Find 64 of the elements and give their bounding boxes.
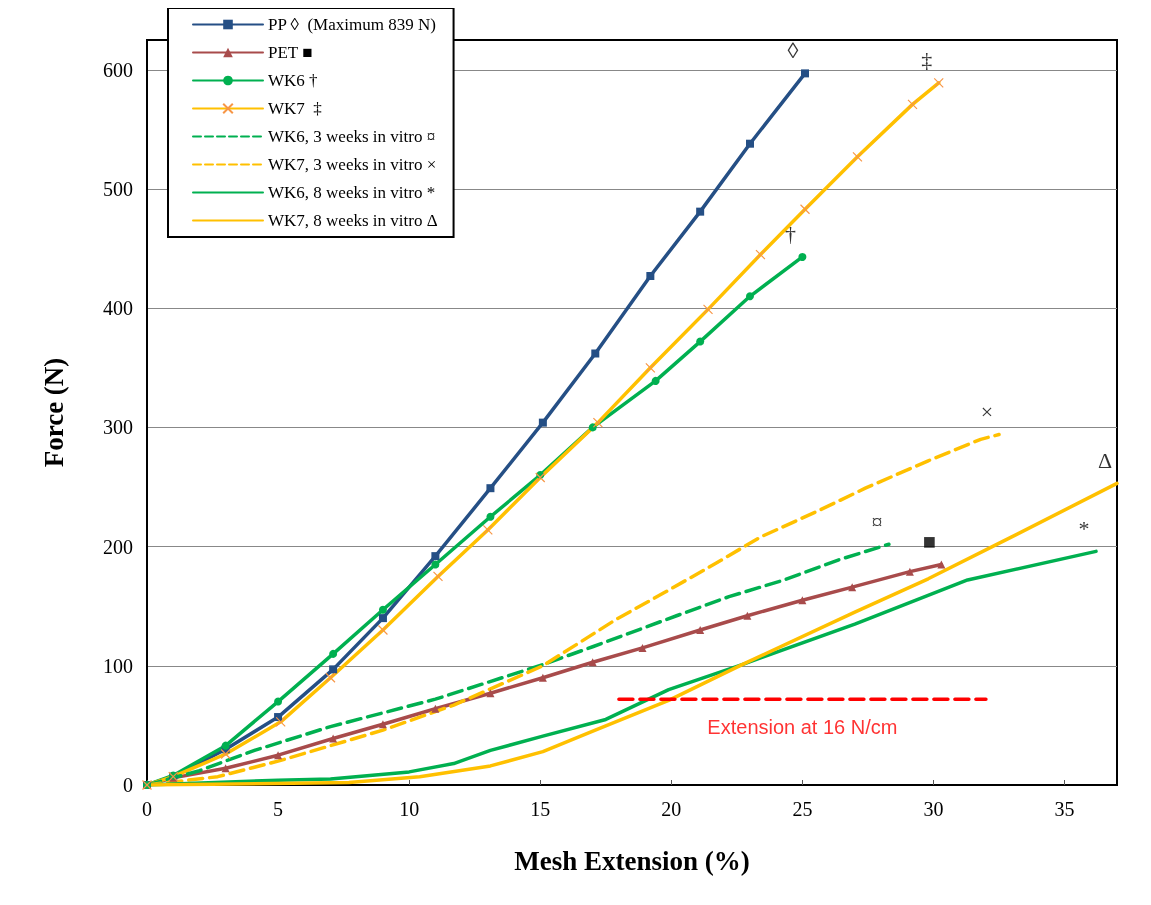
annotation: ¤ (871, 508, 883, 534)
y-tick-label: 500 (103, 178, 133, 200)
point (798, 596, 807, 605)
point (696, 207, 705, 216)
point (801, 69, 810, 78)
legend-label: WK7, 3 weeks in vitro × (268, 155, 437, 174)
y-tick-label: 0 (123, 774, 133, 796)
point (798, 252, 807, 261)
point (646, 272, 655, 281)
point (905, 567, 914, 576)
point (743, 611, 752, 620)
y-tick-label: 600 (103, 58, 133, 81)
legend-label: WK6, 8 weeks in vitro * (268, 183, 436, 202)
point (591, 349, 600, 358)
y-tick-label: 200 (103, 535, 133, 558)
point (486, 689, 495, 698)
legend-label: WK7 ‡ (268, 99, 322, 118)
point (274, 751, 283, 760)
annotation: Δ (1097, 447, 1113, 473)
x-tick-label: 0 (142, 798, 152, 820)
y-tick-label: 400 (103, 297, 133, 320)
x-tick-label: 30 (923, 798, 944, 820)
point (378, 720, 387, 729)
annotation: ◊ (787, 37, 799, 63)
point (651, 376, 660, 385)
annotation: ‡ (921, 47, 933, 73)
legend-label: PP ◊ (Maximum 839 N) (268, 15, 436, 34)
x-axis-title: Mesh Extension (%) (514, 845, 750, 876)
point (329, 649, 338, 658)
legend-label: WK7, 8 weeks in vitro Δ (268, 211, 438, 230)
point (431, 704, 440, 713)
point (696, 626, 705, 635)
point (329, 734, 338, 743)
y-tick-label: 300 (103, 416, 133, 439)
x-tick-label: 15 (530, 798, 551, 820)
point (431, 560, 440, 569)
point (538, 673, 547, 682)
point (486, 512, 495, 521)
legend-label: WK6, 3 weeks in vitro ¤ (268, 127, 436, 146)
annotation: Extension at 16 N/cm (707, 716, 898, 739)
annotation: † (784, 221, 796, 247)
x-tick-label: 25 (792, 798, 813, 820)
y-tick-label: 100 (103, 654, 133, 677)
annotation: * (1078, 515, 1090, 541)
point (329, 665, 338, 674)
annotation: × (980, 399, 994, 425)
y-axis-title: Force (N) (38, 357, 69, 468)
point (274, 697, 283, 706)
point (696, 337, 705, 346)
point (431, 552, 440, 561)
x-tick-label: 5 (273, 798, 284, 820)
point (486, 484, 495, 493)
legend-label: PET ■ (268, 43, 313, 62)
x-tick-label: 10 (399, 798, 420, 820)
point (221, 741, 230, 750)
x-tick-label: 20 (661, 798, 682, 820)
point (745, 292, 754, 301)
point (378, 605, 387, 614)
point (378, 614, 387, 623)
point (745, 139, 754, 148)
point (638, 643, 647, 652)
x-tick-label: 35 (1054, 798, 1075, 820)
point (538, 418, 547, 427)
legend-label: WK6 † (268, 71, 318, 90)
